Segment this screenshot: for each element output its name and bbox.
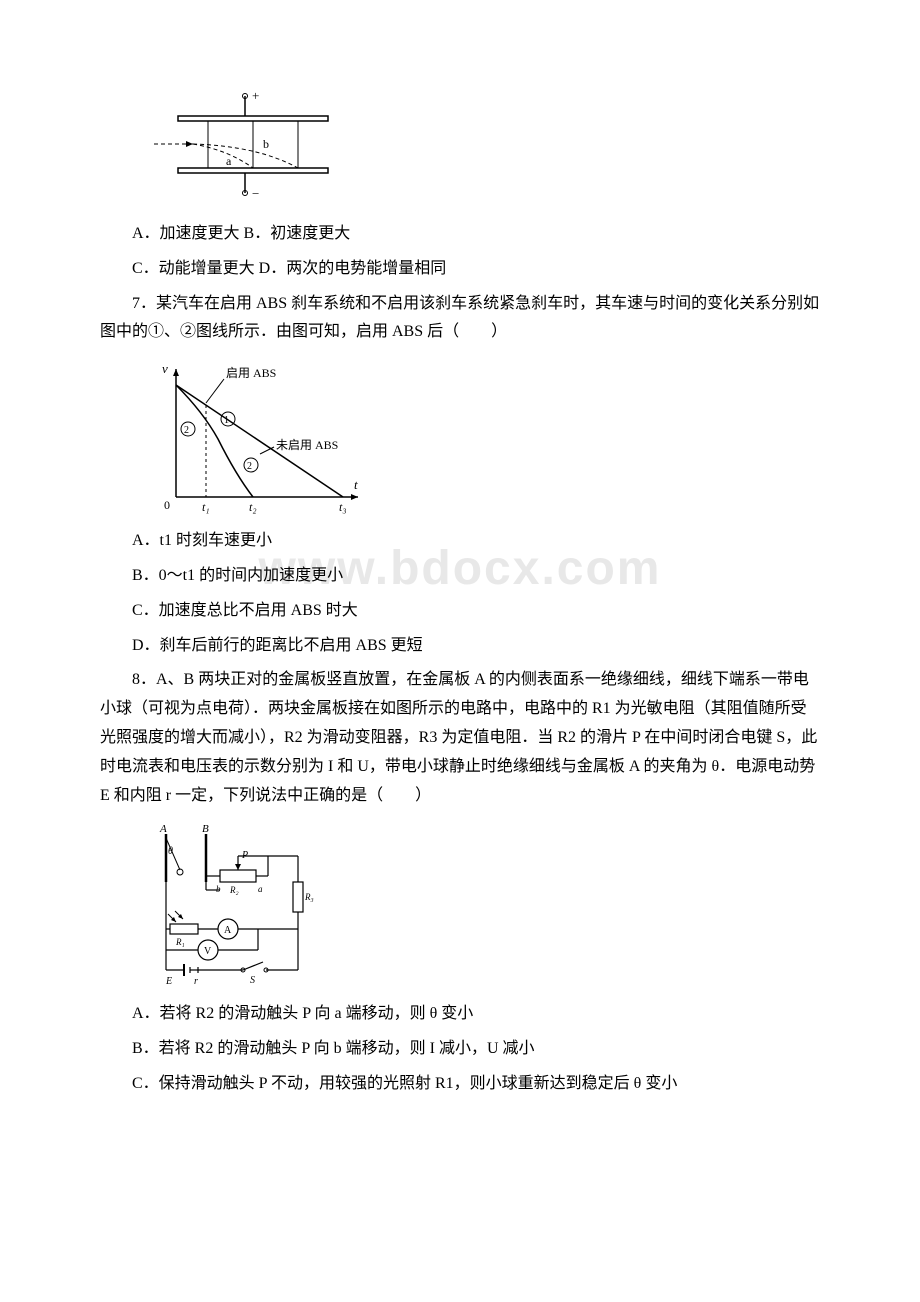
svg-text:b: b [216, 884, 221, 894]
q8-stem: 8．A、B 两块正对的金属板竖直放置，在金属板 A 的内侧表面系一绝缘细线，细线… [100, 666, 820, 810]
q7-opt-a: A．t1 时刻车速更小 [100, 527, 820, 556]
svg-text:r: r [194, 976, 198, 987]
q7-opt-c: C．加速度总比不启用 ABS 时大 [100, 597, 820, 626]
svg-text:θ: θ [168, 846, 173, 857]
q8-opt-a: A．若将 R2 的滑动触头 P 向 a 端移动，则 θ 变小 [100, 1000, 820, 1029]
q6-opt-cd: C．动能增量更大 D．两次的电势能增量相同 [100, 255, 820, 284]
svg-text:t: t [354, 477, 358, 492]
q7-svg: v t 0 t₁ t₂ t₃ 启用 ABS 1 2 未启用 ABS 2 [148, 357, 368, 517]
svg-text:−: − [252, 186, 259, 201]
q7-stem: 7．某汽车在启用 ABS 刹车系统和不启用该刹车系统紧急刹车时，其车速与时间的变… [100, 290, 820, 348]
q8-opt-c: C．保持滑动触头 P 不动，用较强的光照射 R1，则小球重新达到稳定后 θ 变小 [100, 1070, 820, 1099]
svg-text:a: a [258, 884, 263, 894]
svg-text:B: B [202, 823, 209, 835]
svg-text:E: E [165, 976, 172, 987]
q7-opt-b: B．0～t1 的时间内加速度更小 [100, 562, 820, 591]
svg-text:t₂: t₂ [249, 500, 257, 514]
q7-opt-d: D．刹车后前行的距离比不启用 ABS 更短 [100, 632, 820, 661]
svg-text:a: a [226, 154, 232, 168]
svg-text:2: 2 [184, 425, 189, 436]
svg-text:V: V [204, 946, 212, 957]
svg-text:A: A [159, 823, 167, 835]
svg-text:未启用 ABS: 未启用 ABS [276, 438, 338, 452]
svg-text:R₃: R₃ [304, 892, 314, 902]
svg-text:0: 0 [164, 498, 170, 512]
svg-text:+: + [252, 90, 259, 103]
svg-text:S: S [250, 975, 255, 986]
q7-figure: v t 0 t₁ t₂ t₃ 启用 ABS 1 2 未启用 ABS 2 [148, 357, 820, 517]
svg-text:b: b [263, 137, 269, 151]
svg-text:启用 ABS: 启用 ABS [226, 366, 276, 380]
q8-opt-b: B．若将 R2 的滑动触头 P 向 b 端移动，则 I 减小，U 减小 [100, 1035, 820, 1064]
q6-figure: + a b − [148, 90, 820, 210]
svg-text:R₁: R₁ [175, 937, 185, 947]
q6-opt-ab: A．加速度更大 B．初速度更大 [100, 220, 820, 249]
svg-text:t₁: t₁ [202, 500, 210, 514]
q8-svg: ABθPbaR₂R₃R₁AVErS [148, 820, 318, 990]
svg-text:t₃: t₃ [339, 500, 347, 514]
q6-svg: + a b − [148, 90, 343, 210]
svg-text:R₂: R₂ [229, 885, 239, 895]
svg-text:2: 2 [247, 461, 252, 472]
svg-text:1: 1 [224, 415, 229, 426]
q8-figure: ABθPbaR₂R₃R₁AVErS [148, 820, 820, 990]
page-content: + a b − A．加速度更大 B．初速度更大 C．动能增量更大 D．两次的电势能增量… [100, 90, 820, 1099]
svg-text:A: A [224, 925, 232, 936]
svg-text:v: v [162, 361, 168, 376]
